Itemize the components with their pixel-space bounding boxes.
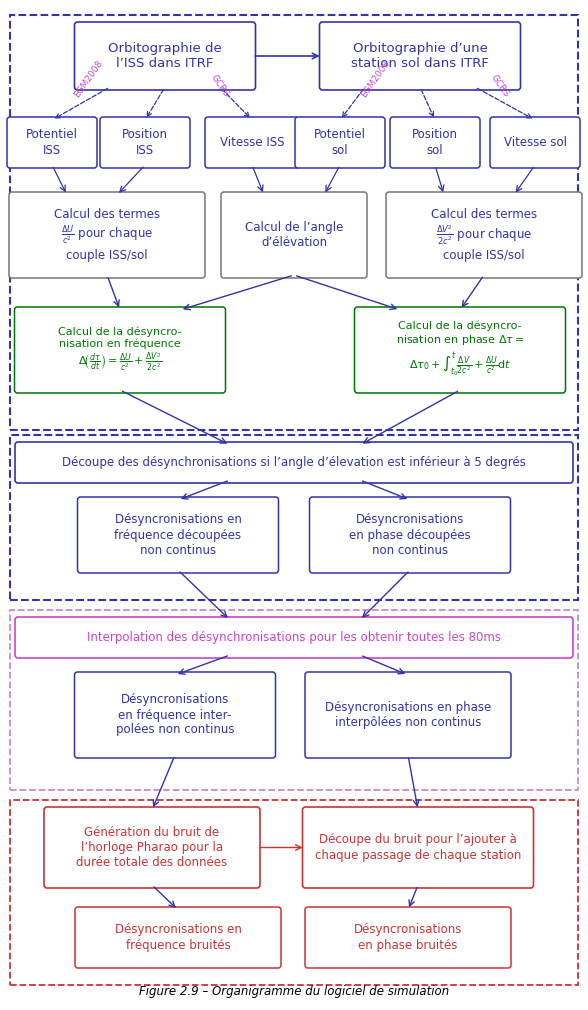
FancyBboxPatch shape [295,117,385,168]
Text: GCRS: GCRS [209,73,231,99]
FancyBboxPatch shape [75,907,281,968]
FancyBboxPatch shape [44,807,260,888]
Text: GCRS: GCRS [489,73,511,99]
Text: Calcul de l’angle
d’élévation: Calcul de l’angle d’élévation [245,221,343,249]
Text: Potentiel
sol: Potentiel sol [314,128,366,157]
Text: Désyncronisations
en phase découpées
non continus: Désyncronisations en phase découpées non… [349,513,471,557]
Text: Désyncronisations
en phase bruités: Désyncronisations en phase bruités [354,923,462,951]
Text: Calcul de la désyncro-
nisation en fréquence
$\Delta\!\left(\frac{d\tau}{dt}\rig: Calcul de la désyncro- nisation en fréqu… [58,326,182,374]
Text: Génération du bruit de
l’horloge Pharao pour la
durée totale des données: Génération du bruit de l’horloge Pharao … [76,826,228,869]
FancyBboxPatch shape [75,22,256,90]
Text: Désyncronisations en
fréquence bruités: Désyncronisations en fréquence bruités [115,923,242,951]
FancyBboxPatch shape [10,15,578,430]
Text: Potentiel
ISS: Potentiel ISS [26,128,78,157]
FancyBboxPatch shape [15,617,573,658]
Text: Position
ISS: Position ISS [122,128,168,157]
FancyBboxPatch shape [78,497,279,573]
FancyBboxPatch shape [10,800,578,985]
Text: Découpe des désynchronisations si l’angle d’élevation est inférieur à 5 degrés: Découpe des désynchronisations si l’angl… [62,456,526,469]
Text: Position
sol: Position sol [412,128,458,157]
FancyBboxPatch shape [319,22,520,90]
FancyBboxPatch shape [75,672,276,758]
Text: Orbitographie d’une
station sol dans ITRF: Orbitographie d’une station sol dans ITR… [351,42,489,70]
Text: Désyncronisations en phase
interpôlées non continus: Désyncronisations en phase interpôlées n… [325,701,491,729]
FancyBboxPatch shape [305,907,511,968]
FancyBboxPatch shape [490,117,580,168]
FancyBboxPatch shape [100,117,190,168]
FancyBboxPatch shape [309,497,510,573]
Text: Désyncronisations
en fréquence inter-
polées non continus: Désyncronisations en fréquence inter- po… [116,694,234,736]
FancyBboxPatch shape [10,435,578,600]
FancyBboxPatch shape [305,672,511,758]
FancyBboxPatch shape [386,192,582,278]
FancyBboxPatch shape [221,192,367,278]
FancyBboxPatch shape [15,307,226,393]
FancyBboxPatch shape [7,117,97,168]
Text: Orbitographie de
l’ISS dans ITRF: Orbitographie de l’ISS dans ITRF [108,42,222,70]
Text: Découpe du bruit pour l’ajouter à
chaque passage de chaque station: Découpe du bruit pour l’ajouter à chaque… [315,833,521,862]
Text: Figure 2.9 – Organigramme du logiciel de simulation: Figure 2.9 – Organigramme du logiciel de… [139,985,449,998]
FancyBboxPatch shape [9,192,205,278]
FancyBboxPatch shape [15,442,573,483]
Text: Calcul de la désyncro-
nisation en phase $\Delta\tau =$
$\Delta\tau_0 + \int_{t_: Calcul de la désyncro- nisation en phase… [396,320,524,380]
FancyBboxPatch shape [390,117,480,168]
Text: EGM2008: EGM2008 [359,59,391,99]
Text: Vitesse ISS: Vitesse ISS [220,136,284,149]
FancyBboxPatch shape [355,307,566,393]
Text: Interpolation des désynchronisations pour les obtenir toutes les 80ms: Interpolation des désynchronisations pou… [87,631,501,644]
FancyBboxPatch shape [10,610,578,790]
Text: Calcul des termes
$\frac{\Delta V^2}{2c^2}$ pour chaque
couple ISS/sol: Calcul des termes $\frac{\Delta V^2}{2c^… [431,208,537,263]
Text: Désyncronisations en
fréquence découpées
non continus: Désyncronisations en fréquence découpées… [115,513,242,557]
FancyBboxPatch shape [302,807,533,888]
Text: Calcul des termes
$\frac{\Delta U}{c^2}$ pour chaque
couple ISS/sol: Calcul des termes $\frac{\Delta U}{c^2}$… [54,208,160,262]
Text: Vitesse sol: Vitesse sol [503,136,566,149]
FancyBboxPatch shape [205,117,299,168]
Text: EGM2008: EGM2008 [72,59,104,99]
